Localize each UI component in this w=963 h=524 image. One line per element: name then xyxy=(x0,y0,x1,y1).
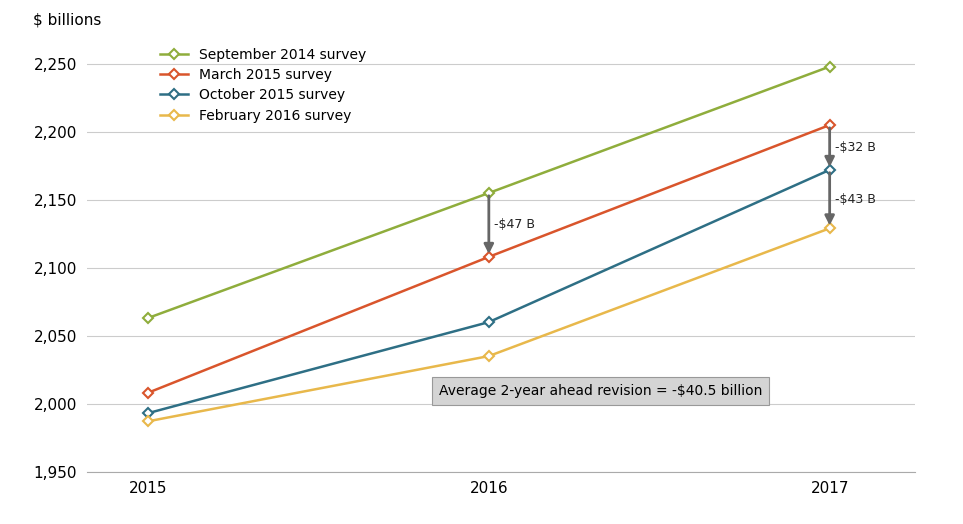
Text: -$43 B: -$43 B xyxy=(835,193,875,205)
February 2016 survey xyxy=(483,353,495,359)
Line: September 2014 survey: September 2014 survey xyxy=(144,63,833,322)
February 2016 survey xyxy=(143,418,154,424)
Line: October 2015 survey: October 2015 survey xyxy=(144,166,833,417)
October 2015 survey xyxy=(824,167,836,173)
Text: Average 2-year ahead revision = -$40.5 billion: Average 2-year ahead revision = -$40.5 b… xyxy=(439,384,762,398)
March 2015 survey xyxy=(483,254,495,260)
Line: March 2015 survey: March 2015 survey xyxy=(144,121,833,397)
Text: -$32 B: -$32 B xyxy=(835,141,875,154)
October 2015 survey xyxy=(483,319,495,325)
Legend: September 2014 survey, March 2015 survey, October 2015 survey, February 2016 sur: September 2014 survey, March 2015 survey… xyxy=(160,48,366,123)
March 2015 survey xyxy=(824,122,836,128)
September 2014 survey xyxy=(824,63,836,70)
Line: February 2016 survey: February 2016 survey xyxy=(144,224,833,425)
Text: $ billions: $ billions xyxy=(33,13,101,28)
Text: -$47 B: -$47 B xyxy=(494,219,534,232)
September 2014 survey xyxy=(483,190,495,196)
October 2015 survey xyxy=(143,410,154,416)
February 2016 survey xyxy=(824,225,836,232)
September 2014 survey xyxy=(143,315,154,321)
March 2015 survey xyxy=(143,390,154,396)
